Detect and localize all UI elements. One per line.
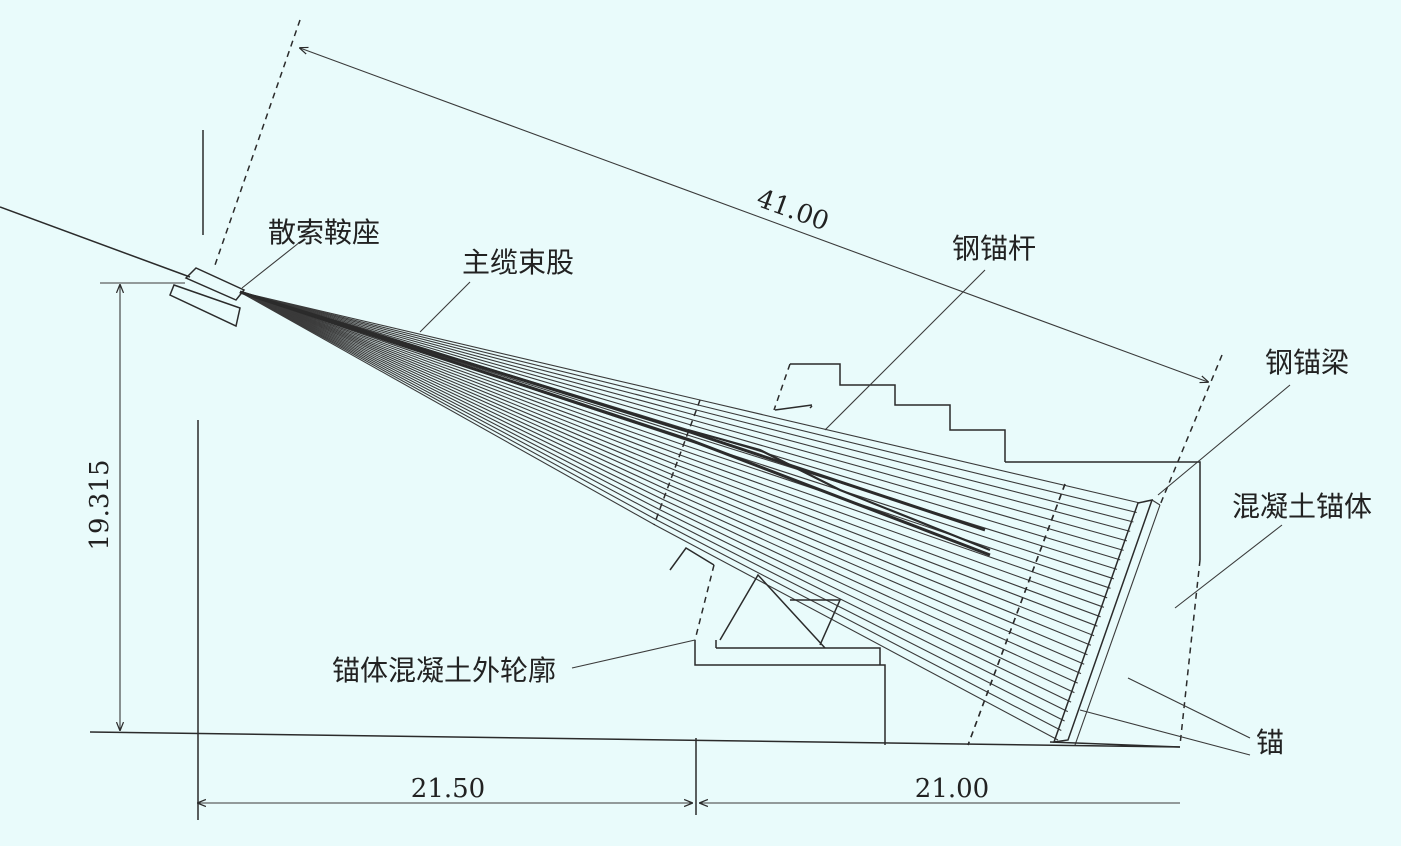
base-dimensions: 21.50 21.00	[198, 774, 1180, 804]
ground-line	[89, 731, 1181, 748]
cable-strand	[239, 291, 1092, 646]
cable-strand	[239, 291, 1101, 618]
cable-strand	[239, 291, 1134, 523]
cable-strand	[239, 291, 1108, 599]
height-dimension: 19.315	[85, 282, 185, 730]
saddle-label: 散索鞍座	[268, 216, 380, 249]
cable-strand	[239, 291, 1088, 656]
cable-strand	[239, 291, 1098, 627]
cable-strand	[239, 291, 1095, 637]
steel-beam-label: 钢锚梁	[1265, 346, 1349, 379]
steel-rod-label: 钢锚杆	[952, 232, 1036, 265]
concrete-anchor-label: 混凝土锚体	[1232, 490, 1372, 523]
strand-thick-1	[239, 290, 991, 557]
anchor-outline	[653, 354, 1223, 746]
base-right-dim-label: 21.00	[915, 774, 989, 804]
cable-strand	[239, 291, 1124, 551]
base-left-dim-label: 21.50	[411, 774, 485, 804]
height-dim-label: 19.315	[85, 460, 115, 551]
cable-strand	[239, 291, 1131, 532]
steel-rod-line	[687, 428, 991, 552]
cable-strand	[239, 291, 1085, 665]
cable-strand	[239, 291, 1105, 608]
saddle-block	[169, 267, 246, 328]
main-cable-label: 主缆束股	[462, 246, 574, 279]
anchor-label: 锚	[1256, 726, 1284, 759]
incoming-cable-line	[0, 206, 191, 278]
diagonal-dimension: 41.00	[214, 19, 1208, 382]
cable-strand	[239, 291, 1141, 504]
leader-lines	[241, 241, 1291, 756]
outline-label: 锚体混凝土外轮廓	[332, 654, 556, 687]
cable-strand	[239, 291, 1137, 514]
